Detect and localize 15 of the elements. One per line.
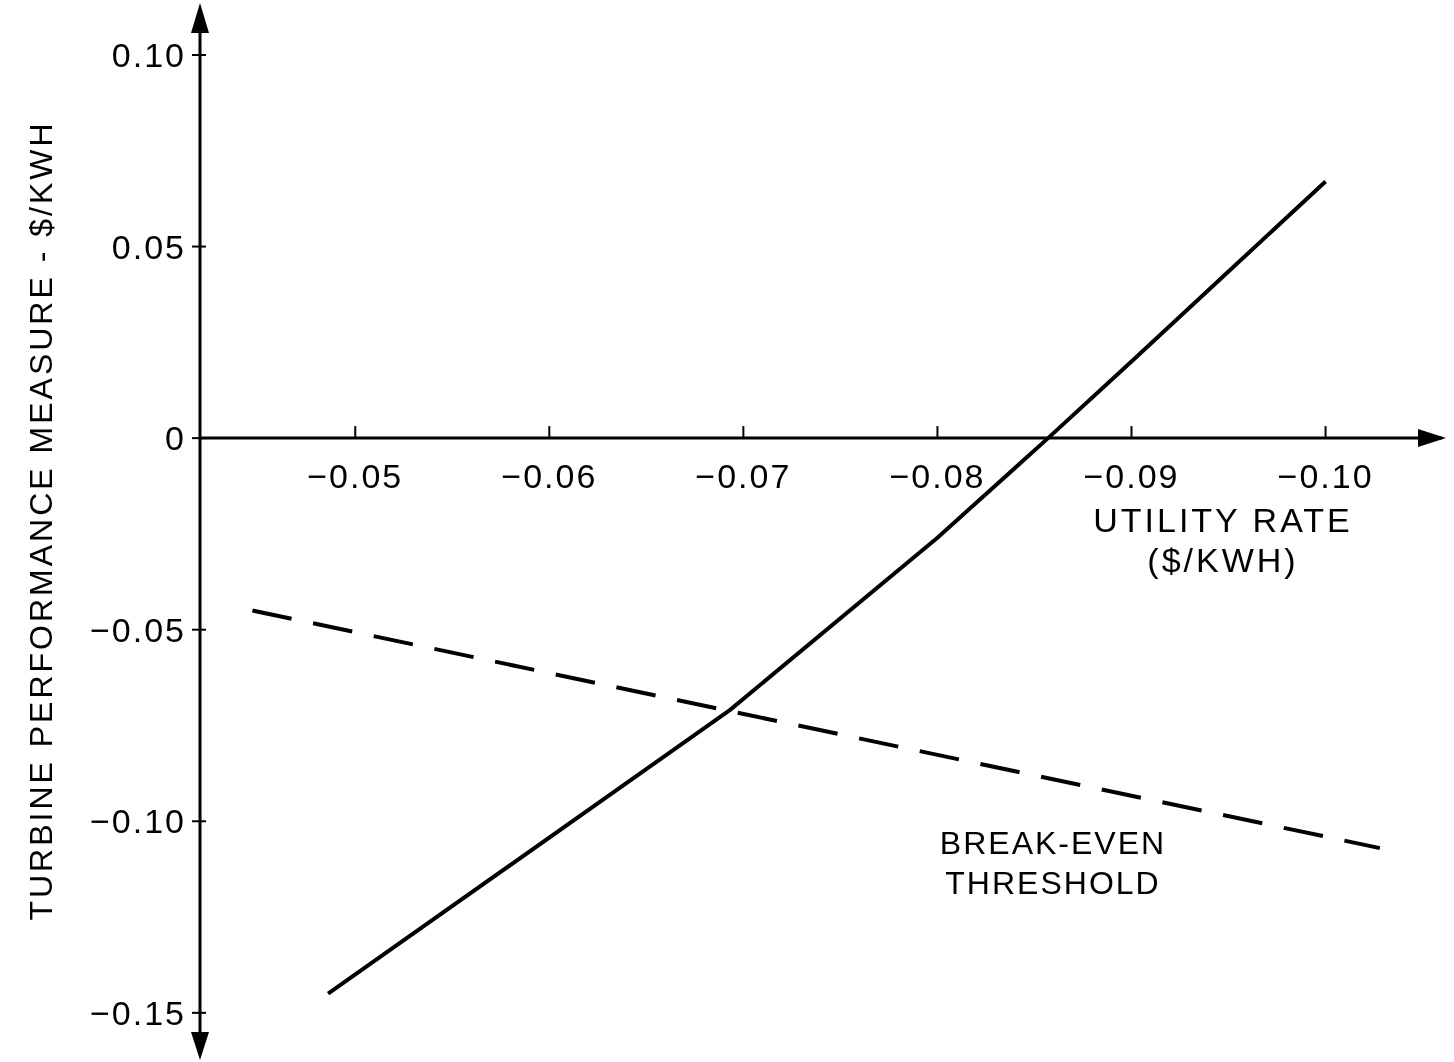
y-tick-label: −0.10 — [89, 802, 186, 841]
x-tick-label: −0.09 — [1083, 457, 1180, 496]
y-tick-label: 0.10 — [111, 35, 186, 74]
x-tick-label: −0.10 — [1277, 457, 1374, 496]
x-tick-label: −0.08 — [889, 457, 986, 496]
y-tick-label: 0 — [165, 419, 186, 458]
x-tick-label: −0.06 — [501, 457, 598, 496]
x-axis-title: UTILITY RATE ($/KWH) — [1092, 500, 1354, 581]
y-tick-label: −0.05 — [89, 610, 186, 649]
annotation: BREAK-EVEN THRESHOLD — [938, 824, 1168, 903]
y-axis-title: TURBINE PERFORMANCE MEASURE - $/KWH — [23, 120, 59, 921]
x-tick-label: −0.07 — [695, 457, 792, 496]
y-tick-label: 0.05 — [111, 227, 186, 266]
x-tick-label: −0.05 — [307, 457, 404, 496]
y-tick-label: −0.15 — [89, 993, 186, 1032]
